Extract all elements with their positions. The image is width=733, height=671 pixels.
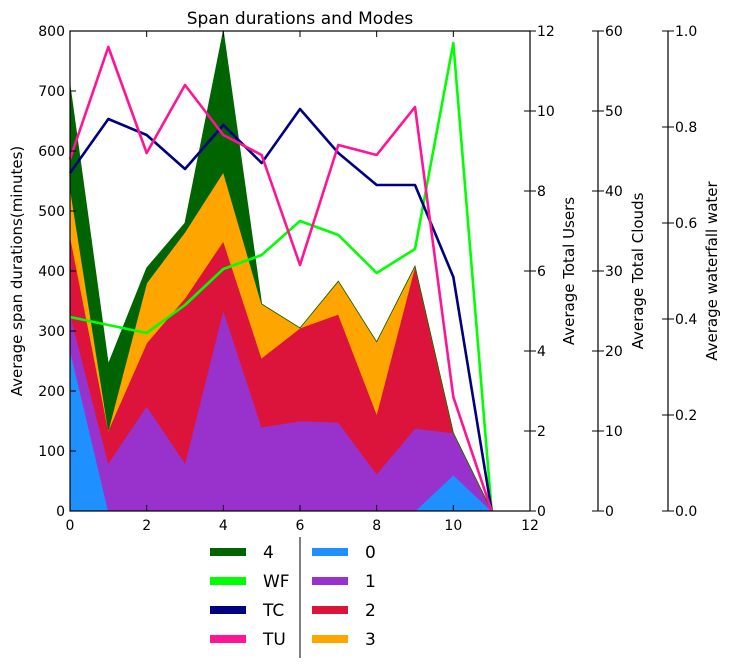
area-series-4: [69, 30, 493, 512]
line-series-WF: [69, 41, 493, 512]
clouds-tick-label: 40: [605, 184, 623, 200]
legend-label-4: 4: [263, 543, 274, 563]
users-tick-label: 10: [537, 104, 555, 120]
left-tick-label: 400: [38, 264, 65, 280]
left-tick-label: 0: [56, 504, 65, 520]
clouds-axis-label: Average Total Clouds: [629, 192, 647, 349]
users-axis-label: Average Total Users: [560, 197, 578, 345]
x-tick-label: 10: [444, 518, 462, 534]
legend-label-WF: WF: [263, 572, 290, 592]
users-tick-label: 4: [537, 344, 546, 360]
water-tick-label: 0.4: [675, 312, 697, 328]
water-tick-label: 0.6: [675, 216, 697, 232]
x-tick-label: 8: [372, 518, 381, 534]
users-tick-label: 12: [537, 24, 555, 40]
legend: 4 WF TC TU 0 1 2 3: [210, 537, 376, 658]
legend-label-TC: TC: [262, 601, 284, 621]
legend-swatch-2: [312, 606, 348, 614]
legend-label-1: 1: [365, 572, 376, 592]
x-tick-label: 12: [521, 518, 539, 534]
legend-label-TU: TU: [262, 630, 286, 650]
x-tick-label: 6: [296, 518, 305, 534]
legend-label-0: 0: [365, 543, 376, 563]
water-tick-label: 0.8: [675, 120, 697, 136]
users-tick-label: 2: [537, 424, 546, 440]
left-tick-label: 300: [38, 324, 65, 340]
legend-swatch-WF: [210, 577, 246, 585]
left-axis-label: Average span durations(minutes): [8, 146, 26, 397]
legend-swatch-0: [312, 548, 348, 556]
plot-area: [68, 30, 493, 512]
legend-swatch-3: [312, 635, 348, 643]
clouds-tick-label: 0: [605, 504, 614, 520]
left-tick-label: 200: [38, 384, 65, 400]
chart-title: Span durations and Modes: [187, 9, 414, 29]
users-tick-label: 6: [537, 264, 546, 280]
water-axis-label: Average waterfall water: [703, 180, 721, 360]
x-tick-label: 4: [219, 518, 228, 534]
left-tick-label: 800: [38, 24, 65, 40]
users-tick-label: 0: [537, 504, 546, 520]
legend-swatch-TU: [210, 635, 246, 643]
legend-label-3: 3: [365, 630, 376, 650]
left-tick-label: 500: [38, 204, 65, 220]
x-tick-label: 2: [142, 518, 151, 534]
left-tick-label: 700: [38, 84, 65, 100]
x-tick-label: 0: [66, 518, 75, 534]
clouds-tick-label: 60: [605, 24, 623, 40]
line-series-TU: [68, 45, 493, 512]
users-tick-label: 8: [537, 184, 546, 200]
left-tick-label: 100: [38, 444, 65, 460]
clouds-tick-label: 20: [605, 344, 623, 360]
water-tick-label: 0.0: [675, 504, 697, 520]
legend-swatch-TC: [210, 606, 246, 614]
clouds-tick-label: 10: [605, 424, 623, 440]
axes: 0 2 4 6 8 10 120100200300400500600700800Averag…: [8, 24, 721, 534]
legend-swatch-4: [210, 548, 246, 556]
legend-label-2: 2: [365, 601, 376, 621]
water-tick-label: 0.2: [675, 408, 697, 424]
legend-swatch-1: [312, 577, 348, 585]
clouds-tick-label: 50: [605, 104, 623, 120]
water-tick-label: 1.0: [675, 24, 697, 40]
left-tick-label: 600: [38, 144, 65, 160]
clouds-tick-label: 30: [605, 264, 623, 280]
